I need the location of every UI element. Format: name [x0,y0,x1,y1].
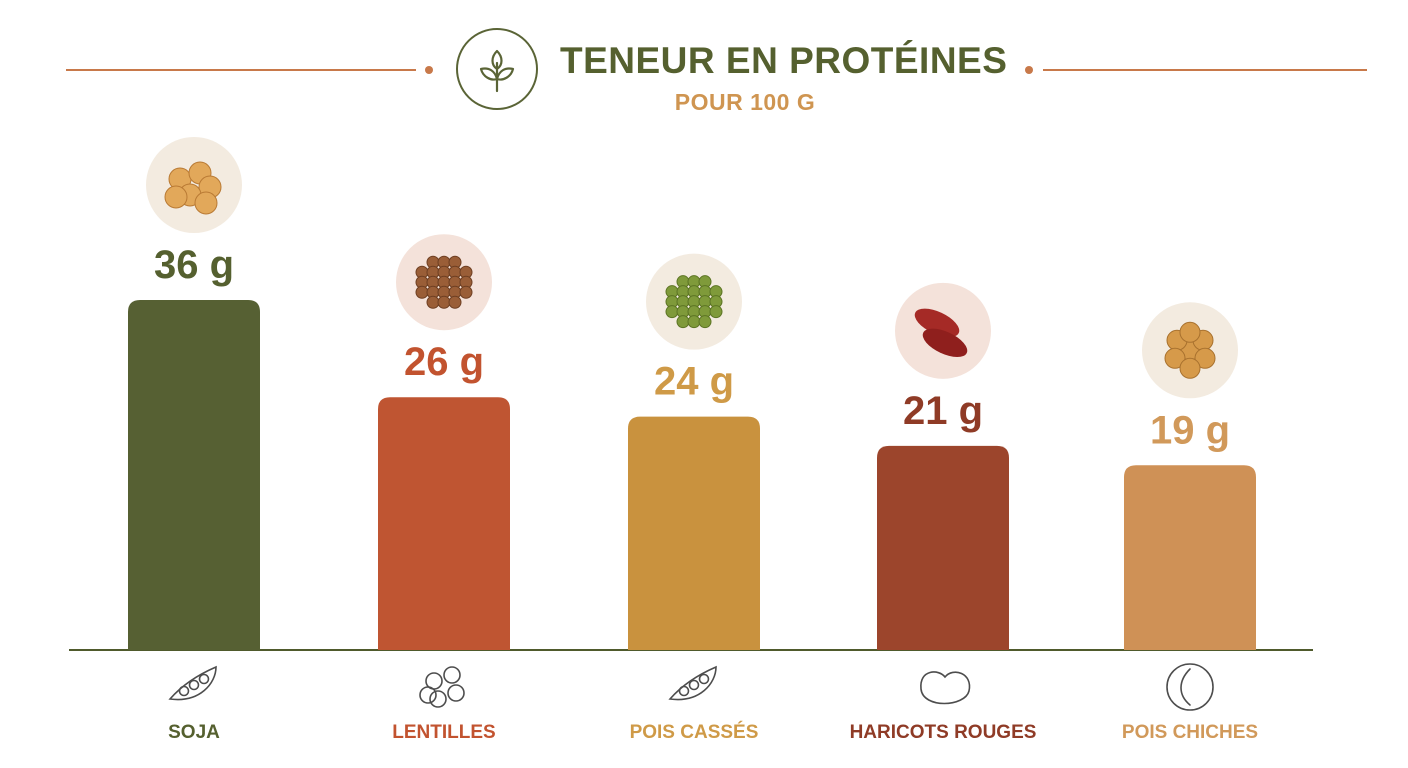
data-label: 24 g [654,360,734,404]
category-label: POIS CHICHES [1122,722,1258,743]
category-label: LENTILLES [392,722,495,743]
chickpea-icon [1166,663,1214,711]
bar [628,416,760,650]
kidney-beans-photo [895,282,991,379]
category-label: POIS CASSÉS [630,721,759,743]
header-rule-left [66,69,416,71]
category-label: HARICOTS ROUGES [850,722,1037,743]
chart-title: TENEUR EN PROTÉINES [560,40,1008,81]
chickpeas-photo [1142,302,1238,399]
leaf-sprout-icon [456,28,538,110]
category-label: SOJA [168,722,220,743]
soybeans-photo [146,137,242,233]
bar [378,397,510,650]
lentils-photo [396,234,492,331]
bar [128,300,260,650]
bar [877,445,1009,650]
chart-header: TENEUR EN PROTÉINES POUR 100 G [0,0,1408,130]
header-dot-left [425,66,433,74]
data-label: 36 g [154,243,234,287]
header-rule-right [1043,69,1367,71]
bar [1124,465,1256,650]
pea-pod-icon [668,665,717,701]
data-label: 26 g [404,340,484,384]
data-label: 19 g [1150,408,1230,452]
kidney-bean-icon [920,671,971,705]
split-peas-photo [646,253,742,350]
data-label: 21 g [903,389,983,433]
lentils-icon [419,666,465,708]
header-dot-right [1025,66,1033,74]
soybean-pod-icon [168,665,217,701]
chart-subtitle: POUR 100 G [674,89,816,115]
